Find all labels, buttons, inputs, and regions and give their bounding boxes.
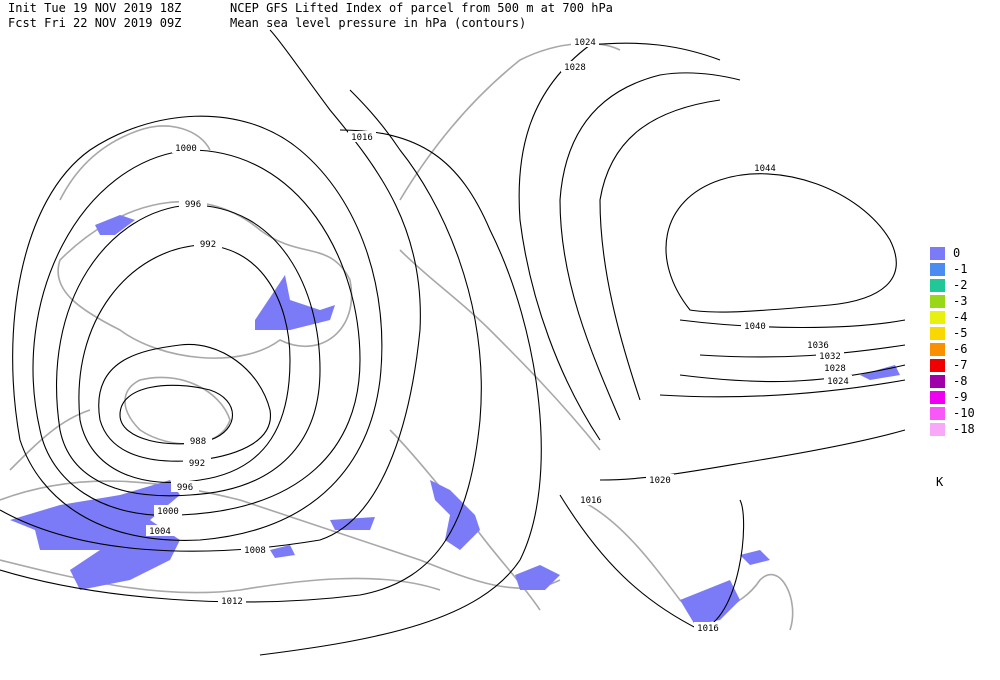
contour-label-bg: [741, 320, 769, 331]
legend-label: -2: [953, 278, 967, 292]
contour-label: 1024: [827, 377, 849, 387]
contour-label: 1000: [157, 507, 179, 517]
contour-label: 1016: [580, 496, 602, 506]
contour-label-bg: [154, 505, 182, 516]
map-subtitle: Mean sea level pressure in hPa (contours…: [230, 16, 526, 30]
legend-label: -6: [953, 342, 967, 356]
contour-label: 1008: [244, 546, 266, 556]
contour-label-bg: [816, 350, 844, 361]
legend-swatch: [930, 423, 945, 436]
contour-label-bg: [348, 131, 376, 142]
contour-label: 1016: [351, 133, 373, 143]
contour-label: 996: [177, 483, 193, 493]
contour-label-bg: [171, 481, 199, 492]
contour-label-bg: [146, 525, 174, 536]
legend-swatch: [930, 311, 945, 324]
contour-label: 1028: [824, 364, 846, 374]
contour-label: 1032: [819, 352, 841, 362]
legend-swatch: [930, 343, 945, 356]
contour-label: 992: [200, 240, 216, 250]
contour-label-bg: [694, 622, 722, 633]
legend-label: -4: [953, 310, 967, 324]
contour-label-bg: [172, 142, 200, 153]
forecast-time: Fcst Fri 22 NOV 2019 09Z: [8, 16, 181, 30]
init-time: Init Tue 19 NOV 2019 18Z: [8, 1, 181, 15]
legend-label: -8: [953, 374, 967, 388]
contour-label: 1016: [697, 624, 719, 634]
legend-label: -5: [953, 326, 967, 340]
contour-label: 1004: [149, 527, 171, 537]
legend-swatch: [930, 247, 945, 260]
contour-label-bg: [577, 494, 605, 505]
contour-label: 1020: [649, 476, 671, 486]
contour-label: 988: [190, 437, 206, 447]
legend-label: 0: [953, 246, 960, 260]
legend-label: -9: [953, 390, 967, 404]
lifted-index-areas: [10, 215, 900, 625]
legend-swatch: [930, 263, 945, 276]
contour-label-bg: [751, 162, 779, 173]
legend-label: -3: [953, 294, 967, 308]
contour-label: 1044: [754, 164, 776, 174]
legend-unit: K: [936, 475, 944, 489]
contour-label-bg: [183, 457, 211, 468]
legend-label: -7: [953, 358, 967, 372]
legend-swatch: [930, 295, 945, 308]
contour-label: 1040: [744, 322, 766, 332]
contour-label-bg: [561, 61, 589, 72]
contour-label-bg: [646, 474, 674, 485]
contour-label-bg: [824, 375, 852, 386]
contour-label-bg: [184, 435, 212, 446]
legend-swatch: [930, 359, 945, 372]
contour-label: 992: [189, 459, 205, 469]
contour-label: 1000: [175, 144, 197, 154]
contour-label: 996: [185, 200, 201, 210]
contour-label-bg: [179, 198, 207, 209]
contour-label-bg: [804, 339, 832, 350]
isobars: [0, 29, 906, 656]
contour-label-bg: [241, 544, 269, 555]
legend-label: -10: [953, 406, 975, 420]
contour-label: 1024: [574, 38, 596, 48]
contour-label-bg: [194, 238, 222, 249]
legend-swatch: [930, 407, 945, 420]
legend-swatch: [930, 391, 945, 404]
contour-label-bg: [571, 36, 599, 47]
legend-label: -1: [953, 262, 967, 276]
contour-label: 1036: [807, 341, 829, 351]
contour-label-bg: [821, 362, 849, 373]
map-title: NCEP GFS Lifted Index of parcel from 500…: [230, 1, 613, 15]
legend-label: -18: [953, 422, 975, 436]
legend-swatch: [930, 327, 945, 340]
legend-swatch: [930, 375, 945, 388]
contour-label: 1012: [221, 597, 243, 607]
contour-label: 1028: [564, 63, 586, 73]
legend-swatch: [930, 279, 945, 292]
contour-label-bg: [218, 595, 246, 606]
